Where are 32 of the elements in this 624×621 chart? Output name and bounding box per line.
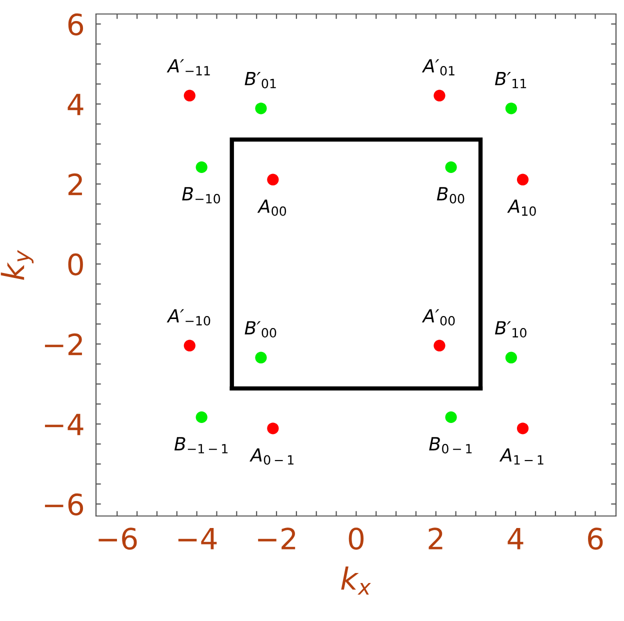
annotation: A′$_{−10}$: [166, 309, 210, 326]
annotation: B$_{00}$: [436, 187, 464, 204]
x-tick-label: 2: [428, 528, 442, 550]
annotation: B′$_{10}$: [494, 321, 526, 338]
annotation: B′$_{00}$: [244, 321, 276, 338]
annotation: B′$_{01}$: [244, 72, 276, 88]
annotation: A′$_{00}$: [422, 309, 455, 326]
annotation: B$_{−1−1}$: [174, 437, 228, 454]
annotation: B$_{−10}$: [182, 187, 220, 204]
annotation: B′$_{11}$: [494, 72, 526, 88]
x-axis-title: k$_{x}$: [341, 566, 371, 595]
annotation: A$_{00}$: [257, 200, 286, 216]
annotation: A′$_{01}$: [422, 59, 454, 76]
annotation: B$_{0−1}$: [429, 437, 472, 454]
y-tick-label: 4: [68, 94, 84, 116]
y-tick-label: −6: [44, 493, 84, 516]
x-tick-label: 6: [588, 528, 603, 550]
x-tick-label: −6: [98, 528, 137, 550]
y-tick-label: −4: [44, 414, 84, 436]
y-tick-label: 0: [68, 253, 83, 276]
x-tick-label: −2: [258, 528, 296, 550]
annotation: A$_{1−1}$: [499, 448, 544, 465]
annotation: A$_{0−1}$: [250, 448, 294, 465]
y-tick-label: −2: [44, 333, 82, 356]
annotation: A$_{10}$: [507, 200, 536, 216]
x-tick-label: 4: [508, 528, 524, 550]
y-tick-label: 2: [68, 173, 82, 196]
y-tick-label: 6: [68, 13, 84, 36]
x-tick-label: −4: [178, 528, 217, 550]
y-axis-title: k$_{y}$: [0, 250, 34, 280]
annotation: A′$_{−11}$: [166, 59, 210, 76]
x-tick-label: 0: [348, 528, 364, 550]
